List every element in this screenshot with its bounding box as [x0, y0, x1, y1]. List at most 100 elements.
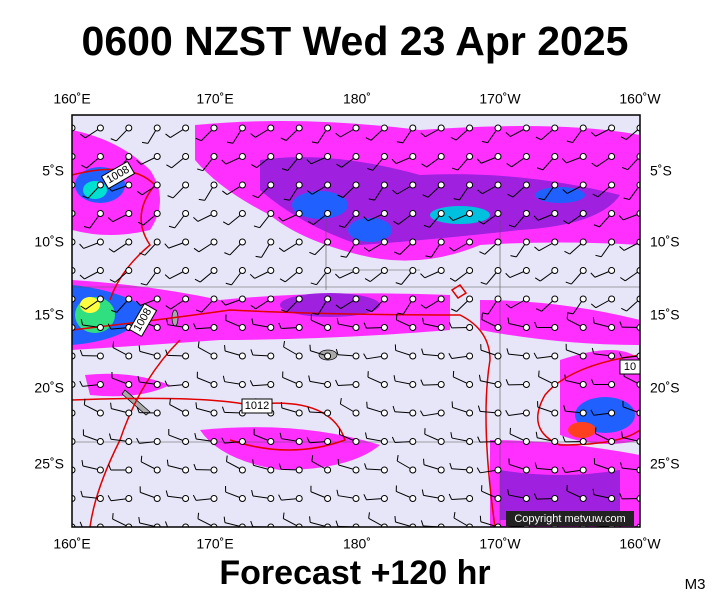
wind-barb: [478, 210, 502, 225]
wind-barb: [138, 345, 161, 360]
barb-station: [153, 153, 161, 160]
barb-station: [551, 438, 559, 445]
barb-station: [125, 409, 133, 417]
wind-barb: [250, 295, 275, 310]
barb-flag: [337, 459, 340, 466]
barb-flag: [536, 308, 542, 312]
barb-flag: [590, 272, 596, 278]
barb-flag: [563, 405, 566, 412]
wind-barb: [482, 295, 502, 315]
barb-station: [295, 124, 303, 132]
barb-station: [522, 124, 530, 132]
barb-station: [437, 409, 445, 417]
barb-station: [125, 495, 133, 502]
barb-station: [352, 181, 360, 189]
barb-station: [409, 124, 417, 132]
wind-barb: [420, 379, 445, 388]
wind-barb: [481, 124, 502, 144]
barb-station: [182, 295, 190, 303]
barb-station: [238, 267, 246, 274]
barb-flag: [80, 133, 86, 139]
barb-station: [153, 495, 161, 502]
wind-barb: [107, 210, 133, 223]
barb-flag: [396, 141, 403, 144]
barb-station: [579, 438, 587, 445]
barb-station: [352, 466, 360, 474]
wind-barb: [337, 181, 360, 198]
barb-flag: [506, 163, 512, 168]
barb-station: [352, 438, 360, 445]
barb-station: [210, 238, 218, 246]
barb-station: [352, 495, 360, 502]
barb-station: [238, 352, 246, 360]
barb-station: [125, 153, 133, 160]
barb-flag: [621, 307, 627, 312]
barb-station: [494, 438, 502, 445]
barb-station: [466, 324, 474, 331]
barb-station: [238, 295, 246, 303]
barb-flag: [592, 317, 595, 324]
wind-barb: [564, 374, 587, 388]
barb-station: [608, 153, 616, 160]
barb-flag: [81, 164, 87, 169]
wind-barb: [481, 313, 502, 331]
latitude-label: 5˚S: [650, 163, 672, 179]
wind-barb: [280, 124, 303, 141]
latitude-label: 5˚S: [42, 163, 64, 179]
barb-flag: [335, 348, 339, 355]
wind-barb: [538, 370, 559, 388]
barb-flag: [311, 141, 318, 144]
barb-flag: [198, 198, 205, 201]
barb-flag: [250, 304, 256, 310]
wind-barb: [563, 405, 587, 417]
barb-flag: [451, 167, 458, 171]
longitude-label: 160˚W: [619, 536, 661, 552]
wind-barb: [251, 153, 275, 169]
barb-flag: [620, 462, 623, 469]
wind-barb: [251, 318, 275, 331]
wind-barb: [255, 238, 275, 258]
barb-flag: [363, 494, 367, 500]
wind-barb: [480, 344, 502, 360]
barb-flag: [567, 312, 574, 315]
barb-station: [437, 381, 445, 388]
barb-station: [608, 352, 616, 360]
barb-station: [522, 324, 530, 331]
wind-barb: [169, 398, 190, 417]
wind-barb: [195, 295, 218, 313]
barb-flag: [83, 226, 90, 229]
barb-station: [466, 295, 474, 303]
wind-barb: [505, 379, 530, 388]
barb-flag: [52, 192, 57, 195]
barb-station: [153, 295, 161, 303]
wind-barb: [594, 427, 616, 445]
wind-barb: [392, 405, 417, 417]
barb-flag: [308, 221, 314, 226]
barb-flag: [197, 341, 200, 348]
barb-flag: [392, 405, 396, 412]
barb-station: [295, 295, 303, 303]
wind-barb: [395, 267, 417, 285]
wind-barb: [420, 267, 445, 279]
barb-flag: [620, 136, 627, 141]
barb-flag: [482, 312, 489, 315]
barb-flag: [309, 251, 316, 256]
barb-flag: [197, 512, 200, 519]
wind-barb: [425, 238, 445, 258]
barb-station: [324, 352, 332, 360]
barb-station: [295, 181, 303, 189]
wind-barb: [508, 458, 530, 474]
barb-station: [267, 466, 275, 474]
wind-barb: [476, 466, 502, 474]
wind-barb: [253, 210, 275, 229]
wind-barb: [363, 352, 388, 360]
barb-station: [522, 495, 530, 502]
barb-flag: [222, 375, 226, 382]
barb-station: [125, 267, 133, 274]
barb-station: [295, 267, 303, 274]
wind-barb: [135, 295, 161, 306]
barb-flag: [365, 432, 368, 439]
wind-barb: [590, 378, 616, 388]
wind-barb: [250, 124, 275, 138]
barb-station: [267, 381, 275, 388]
